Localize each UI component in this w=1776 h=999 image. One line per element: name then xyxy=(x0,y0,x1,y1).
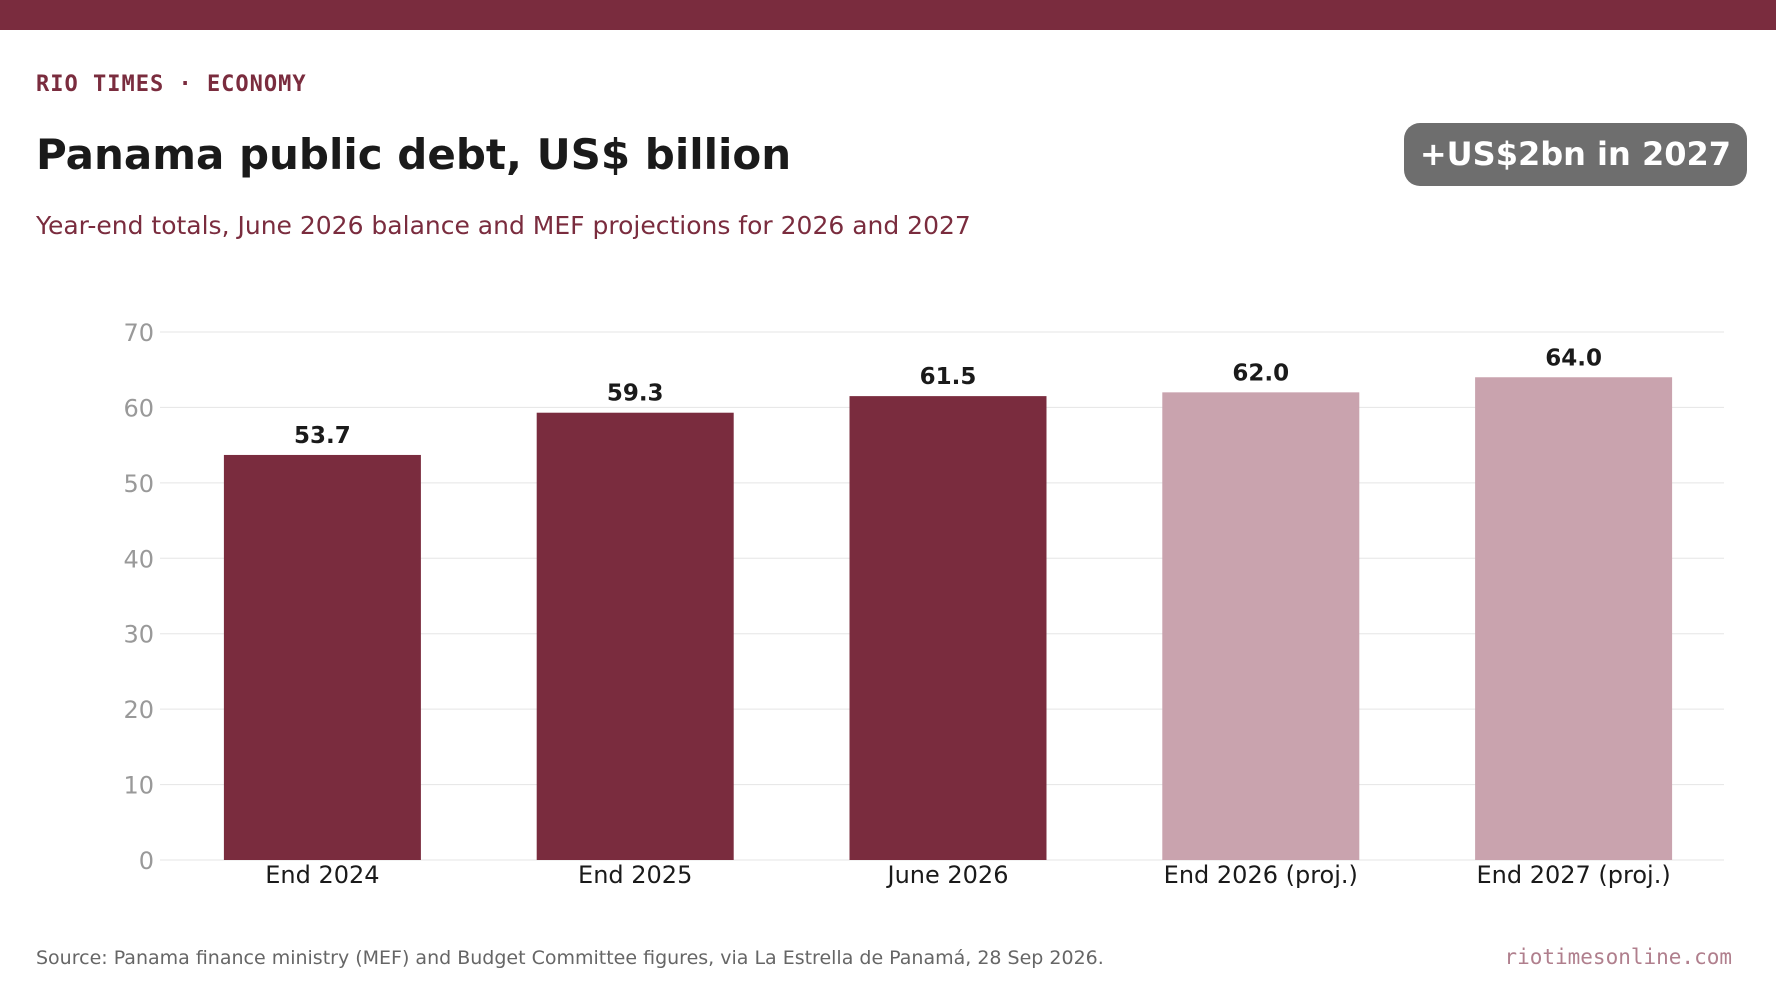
bar xyxy=(1475,377,1673,860)
chart-title: Panama public debt, US$ billion xyxy=(36,130,792,179)
bar xyxy=(223,454,421,860)
y-tick-label: 50 xyxy=(123,470,154,498)
bar-value-label: 61.5 xyxy=(920,364,977,390)
label-layer: 0 10 20 30 40 50 60 70 53.7 End 2024 59.3 End 2025 6… xyxy=(123,319,1670,889)
top-accent-bar xyxy=(0,0,1776,30)
bar-value-label: 53.7 xyxy=(294,423,351,449)
chart-subtitle: Year-end totals, June 2026 balance and M… xyxy=(36,211,971,240)
x-tick-label: End 2024 xyxy=(265,861,379,889)
x-tick-label: End 2026 (proj.) xyxy=(1164,861,1358,889)
bar xyxy=(536,412,734,860)
x-tick-label: End 2025 xyxy=(578,861,692,889)
section-kicker: RIO TIMES · ECONOMY xyxy=(36,72,307,97)
site-url: riotimesonline.com xyxy=(1504,945,1732,969)
bar-value-label: 64.0 xyxy=(1545,345,1602,371)
bar-layer xyxy=(223,377,1673,860)
y-tick-label: 10 xyxy=(123,772,154,800)
y-tick-label: 60 xyxy=(123,394,154,422)
bar xyxy=(849,396,1047,860)
x-tick-label: End 2027 (proj.) xyxy=(1476,861,1670,889)
y-tick-label: 20 xyxy=(123,696,154,724)
y-tick-label: 40 xyxy=(123,545,154,573)
y-tick-label: 70 xyxy=(123,319,154,347)
highlight-badge: +US$2bn in 2027 xyxy=(1403,123,1747,186)
bar-value-label: 62.0 xyxy=(1232,360,1289,386)
x-tick-label: June 2026 xyxy=(886,861,1009,889)
bar xyxy=(1162,392,1360,860)
y-tick-label: 30 xyxy=(123,621,154,649)
y-tick-label: 0 xyxy=(139,847,154,875)
source-note: Source: Panama finance ministry (MEF) an… xyxy=(36,947,1104,969)
bar-value-label: 59.3 xyxy=(607,381,664,407)
